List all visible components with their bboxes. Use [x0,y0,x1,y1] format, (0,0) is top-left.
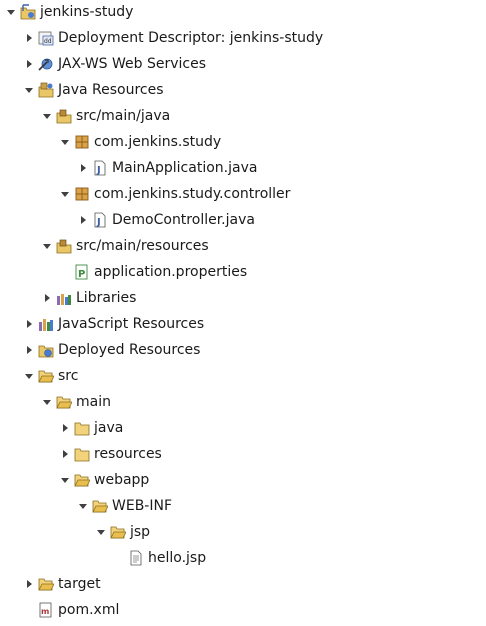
tree-item-label: pom.xml [58,602,120,618]
chevron-down-icon[interactable] [58,135,72,149]
folder-icon [110,524,126,540]
tree-item-label: resources [94,446,162,462]
chevron-right-icon[interactable] [58,421,72,435]
xml-file-icon: m [38,602,54,618]
deployment-descriptor-icon: dd [38,30,54,46]
folder-icon [38,576,54,592]
tree-item-label: Deployed Resources [58,342,201,358]
tree-item-label: jsp [130,524,151,540]
chevron-right-icon[interactable] [58,447,72,461]
tree-item-label: Libraries [76,290,137,306]
folder-icon [74,446,90,462]
tree-item-label: hello.jsp [148,550,207,566]
tree-item-label: JavaScript Resources [58,316,205,332]
chevron-down-icon[interactable] [22,369,36,383]
tree-item-label: src/main/java [76,108,171,124]
chevron-down-icon[interactable] [40,239,54,253]
tree-item-label: src [58,368,79,384]
chevron-right-icon[interactable] [40,291,54,305]
javascript-resources-icon [38,316,54,332]
folder-icon [74,472,90,488]
java-file-icon: J [92,212,108,228]
tree-item-label: Deployment Descriptor: jenkins-study [58,30,324,46]
web-project-icon [20,4,36,20]
chevron-down-icon[interactable] [58,187,72,201]
tree-item-label: java [94,420,124,436]
web-services-icon [38,56,54,72]
tree-item-label: com.jenkins.study [94,134,222,150]
folder-icon [92,498,108,514]
chevron-right-icon[interactable] [22,343,36,357]
folder-icon [56,394,72,410]
folder-icon [38,368,54,384]
svg-text:J: J [96,165,101,176]
tree-item-label: DemoController.java [112,212,255,228]
chevron-right-icon[interactable] [22,317,36,331]
source-folder-icon [56,238,72,254]
tree-item-label: com.jenkins.study.controller [94,186,291,202]
tree-item-label: WEB-INF [112,498,172,514]
tree-item-label: src/main/resources [76,238,209,254]
chevron-right-icon[interactable] [22,577,36,591]
chevron-down-icon[interactable] [22,83,36,97]
chevron-down-icon[interactable] [4,5,18,19]
tree-item-label: Java Resources [58,82,164,98]
java-file-icon: J [92,160,108,176]
libraries-icon [56,290,72,306]
chevron-down-icon[interactable] [94,525,108,539]
tree-item-label: MainApplication.java [112,160,258,176]
chevron-down-icon[interactable] [58,473,72,487]
svg-text:P: P [78,269,85,280]
properties-file-icon: P [74,264,90,280]
tree-item-label: webapp [94,472,150,488]
source-folder-icon [56,108,72,124]
package-icon [74,134,90,150]
chevron-right-icon[interactable] [76,213,90,227]
svg-text:J: J [96,217,101,228]
tree-item-label: jenkins-study [40,4,134,20]
chevron-right-icon[interactable] [76,161,90,175]
svg-text:dd: dd [44,38,52,45]
chevron-down-icon[interactable] [40,395,54,409]
chevron-right-icon[interactable] [22,57,36,71]
chevron-down-icon[interactable] [76,499,90,513]
tree-item-label: application.properties [94,264,248,280]
chevron-down-icon[interactable] [40,109,54,123]
package-icon [74,186,90,202]
tree-item-label: target [58,576,101,592]
tree-item-label: JAX-WS Web Services [58,56,207,72]
jsp-file-icon [128,550,144,566]
java-resources-icon [38,82,54,98]
deployed-resources-icon [38,342,54,358]
svg-text:m: m [41,607,49,616]
chevron-right-icon[interactable] [22,31,36,45]
folder-icon [74,420,90,436]
tree-item-label: main [76,394,111,410]
